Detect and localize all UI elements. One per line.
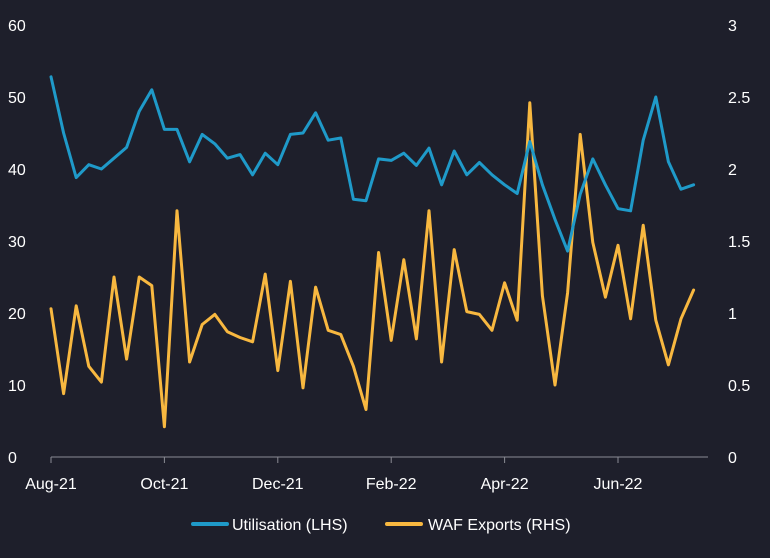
x-axis: Aug-21 Oct-21 Dec-21 Feb-22 Apr-22 Jun-22 <box>25 456 708 493</box>
y-left-tick-label: 40 <box>8 162 26 179</box>
x-tick-label: Feb-22 <box>366 476 417 493</box>
y-axis-right: 0 0.5 1 1.5 2 2.5 3 <box>728 18 750 467</box>
y-axis-left: 0 10 20 30 40 50 60 <box>8 18 26 467</box>
y-right-tick-label: 1.5 <box>728 234 750 251</box>
y-left-tick-label: 20 <box>8 306 26 323</box>
series-line-waf-exports <box>49 101 696 429</box>
y-right-tick-label: 0 <box>728 450 737 467</box>
y-left-tick-label: 0 <box>8 450 17 467</box>
series-layer <box>49 75 696 429</box>
legend: Utilisation (LHS) WAF Exports (RHS) <box>191 517 571 534</box>
x-tick-label: Aug-21 <box>25 476 77 493</box>
y-left-tick-label: 60 <box>8 18 26 35</box>
legend-item-utilisation-label: Utilisation (LHS) <box>232 517 348 534</box>
legend-item-waf-exports-label: WAF Exports (RHS) <box>428 517 571 534</box>
series-line-utilisation <box>49 75 696 253</box>
x-tick-label: Oct-21 <box>140 476 188 493</box>
x-tick-label: Jun-22 <box>594 476 643 493</box>
y-right-tick-label: 2.5 <box>728 90 750 107</box>
x-tick-label: Dec-21 <box>252 476 304 493</box>
y-left-tick-label: 30 <box>8 234 26 251</box>
y-left-tick-label: 10 <box>8 378 26 395</box>
y-left-tick-label: 50 <box>8 90 26 107</box>
y-right-tick-label: 3 <box>728 18 737 35</box>
y-right-tick-label: 1 <box>728 306 737 323</box>
y-right-tick-label: 0.5 <box>728 378 750 395</box>
x-tick-label: Apr-22 <box>481 476 529 493</box>
y-right-tick-label: 2 <box>728 162 737 179</box>
